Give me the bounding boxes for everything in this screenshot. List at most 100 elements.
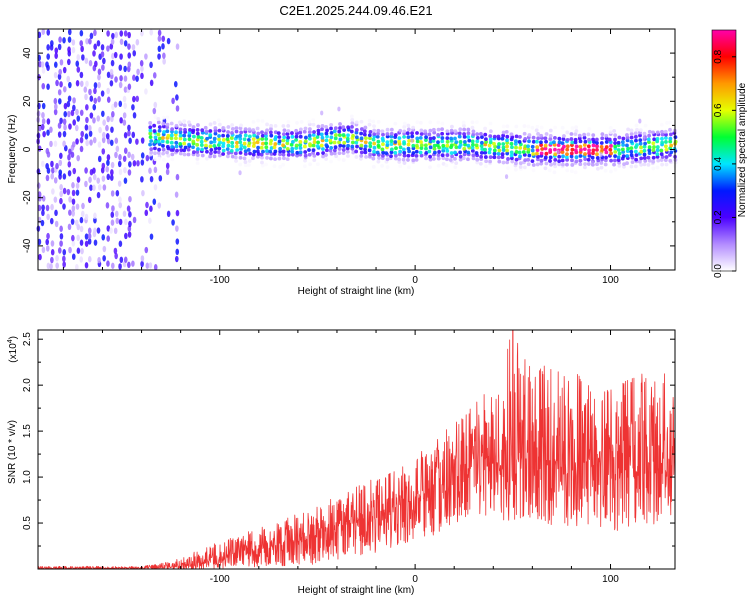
- spectrogram-cell: [544, 161, 549, 166]
- spectrogram-cell: [221, 148, 226, 153]
- spectrogram-cell: [647, 140, 651, 144]
- spectrogram-cell: [179, 148, 184, 152]
- spectrogram-cell: [629, 128, 634, 133]
- spectrogram-cell: [127, 43, 131, 50]
- spectrogram-cell: [329, 130, 334, 135]
- spectrogram-cell: [646, 137, 651, 142]
- spectrogram-cell: [354, 140, 359, 145]
- spectrogram-cell: [668, 127, 672, 132]
- spectrogram-cell: [311, 122, 316, 127]
- spectrogram-cell: [165, 144, 170, 149]
- spectrogram-cell: [109, 43, 114, 50]
- spectrogram-cell: [123, 147, 128, 154]
- spectrogram-cell: [436, 127, 441, 132]
- spectrogram-cell: [505, 144, 509, 149]
- spectrogram-x-tick-label: -100: [210, 275, 230, 286]
- spectrogram-cell: [350, 117, 355, 122]
- snr-y-axis-label: SNR (10 * v/v): [7, 420, 18, 484]
- spectrogram-cell: [140, 255, 145, 262]
- spectrogram-cell: [238, 133, 243, 138]
- spectrogram-cell: [616, 158, 621, 163]
- spectrogram-cell: [564, 155, 569, 160]
- spectrogram-cell: [363, 140, 368, 145]
- spectrogram-cell: [613, 137, 617, 142]
- spectrogram-cell: [484, 164, 488, 169]
- spectrogram-cell: [642, 156, 647, 160]
- spectrogram-cell: [195, 142, 200, 147]
- spectrogram-cell: [93, 82, 98, 89]
- spectrogram-cell: [458, 127, 463, 132]
- spectrogram-cell: [49, 140, 53, 148]
- spectrogram-cell: [329, 126, 333, 131]
- spectrogram-cell: [470, 145, 475, 150]
- spectrogram-cell: [260, 160, 264, 165]
- spectrogram-cell: [345, 136, 350, 141]
- spectrogram-cell: [299, 120, 304, 124]
- spectrogram-cell: [470, 120, 475, 125]
- snr-x-axis-label: Height of straight line (km): [298, 585, 415, 596]
- spectrogram-cell: [359, 143, 364, 148]
- spectrogram-cell: [238, 170, 242, 176]
- spectrogram-cell: [311, 133, 316, 137]
- spectrogram-cell: [195, 128, 200, 132]
- spectrogram-cell: [372, 145, 377, 150]
- spectrogram-cell: [122, 95, 127, 103]
- spectrogram-cell: [337, 157, 341, 162]
- spectrogram-cell: [535, 148, 540, 153]
- spectrogram-y-tick-label: 40: [22, 47, 33, 59]
- spectrogram-cell: [595, 140, 599, 145]
- spectrogram-cell: [286, 129, 291, 133]
- spectrogram-cell: [94, 60, 98, 68]
- spectrogram-cell: [673, 139, 678, 144]
- spectrogram-cell: [398, 128, 403, 133]
- spectrogram-cell: [560, 158, 565, 163]
- spectrogram-cell: [574, 144, 579, 149]
- spectrogram-cell: [354, 120, 359, 125]
- spectrogram-cell: [166, 133, 171, 138]
- spectrogram-cell: [165, 140, 170, 144]
- spectrogram-cell: [440, 153, 445, 158]
- spectrogram-cell: [319, 143, 324, 148]
- spectrogram-x-tick-label: 100: [602, 275, 619, 286]
- spectrogram-cell: [355, 144, 359, 149]
- spectrogram-cell: [483, 126, 488, 131]
- spectrogram-cell: [98, 126, 102, 134]
- spectrogram-cell: [144, 209, 149, 217]
- spectrogram-cell: [114, 210, 119, 218]
- spectrogram-cell: [613, 158, 617, 163]
- spectrogram-cell: [510, 156, 514, 161]
- spectrogram-cell: [398, 149, 403, 154]
- spectrogram-cell: [278, 152, 282, 157]
- spectrogram-cell: [475, 160, 480, 165]
- spectrogram-cell: [604, 140, 609, 144]
- spectrogram-cell: [145, 154, 150, 162]
- spectrogram-cell: [205, 149, 209, 154]
- spectrogram-cell: [152, 129, 157, 133]
- spectrogram-cell: [45, 245, 50, 252]
- spectrogram-cell: [613, 141, 617, 145]
- spectrogram-cell: [346, 133, 350, 138]
- spectrogram-cell: [406, 146, 411, 151]
- spectrogram-cell: [368, 136, 372, 141]
- spectrogram-cell: [229, 136, 234, 140]
- spectrogram-cell: [217, 146, 222, 151]
- spectrogram-cell: [37, 145, 42, 152]
- spectrogram-cell: [97, 184, 102, 191]
- spectrogram-cell: [148, 121, 153, 125]
- spectrogram-cell: [556, 149, 560, 155]
- spectrogram-cell: [67, 36, 72, 43]
- spectrogram-cell: [454, 140, 459, 145]
- spectrogram-cell: [38, 124, 42, 132]
- spectrogram-cell: [333, 126, 338, 131]
- spectrogram-cell: [139, 60, 144, 67]
- spectrogram-cell: [97, 256, 101, 264]
- spectrogram-cell: [346, 143, 350, 148]
- spectrogram-cell: [132, 74, 136, 81]
- spectrogram-cell: [643, 123, 648, 128]
- spectrogram-cell: [639, 149, 644, 154]
- spectrogram-cell: [578, 144, 583, 149]
- snr-x-tick-label: 0: [412, 574, 418, 585]
- spectrogram-cell: [128, 161, 132, 168]
- spectrogram-cell: [41, 209, 45, 217]
- spectrogram-cell: [543, 136, 548, 141]
